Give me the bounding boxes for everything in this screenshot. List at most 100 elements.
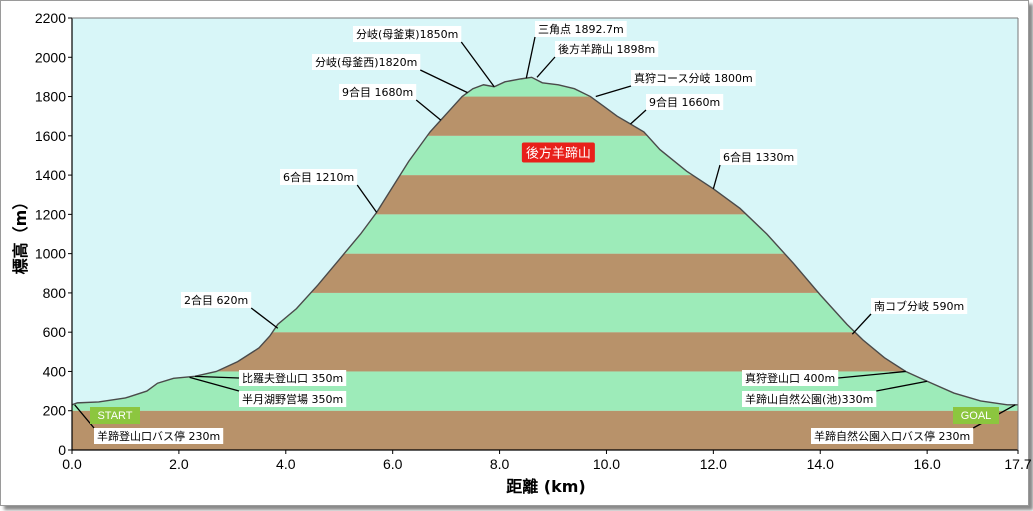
y-tick-label: 600 [43, 324, 67, 340]
y-tick-label: 1200 [35, 206, 66, 222]
y-tick-label: 1600 [35, 128, 66, 144]
annotation-box [353, 26, 462, 42]
annotation: 9合目 1680m [339, 84, 442, 121]
badges: START GOAL 後方羊蹄山 [90, 142, 999, 424]
annotation-box [631, 70, 756, 86]
annotation-box [239, 391, 347, 407]
annotation-leader [189, 376, 240, 392]
x-tick-label: 0.0 [62, 456, 82, 472]
annotation-leader [194, 375, 240, 379]
annotation: 羊蹄山自然公園(池)330m [742, 380, 928, 407]
annotation-box [742, 391, 877, 407]
annotation-label: 分岐(母釜西)1820m [315, 55, 417, 69]
annotation-box [555, 41, 659, 57]
annotation: 羊蹄登山口バス停 230m [74, 404, 224, 444]
y-tick-label: 200 [43, 403, 67, 419]
annotation-box [535, 21, 627, 37]
annotation-box [720, 149, 798, 165]
y-tick-label: 800 [43, 285, 67, 301]
annotation-box [646, 94, 724, 110]
annotation-box [871, 298, 968, 314]
x-axis-ticks: 0.0 2.0 4.0 6.0 8.0 10.0 12.0 14.0 16.0 17.7 [62, 450, 1032, 472]
annotation-leader [250, 307, 279, 329]
annotation-leader [525, 36, 536, 79]
annotation-leader [712, 164, 721, 190]
annotation-leader [851, 313, 872, 335]
annotation-label: 三角点 1892.7m [538, 23, 624, 36]
annotation: 9合目 1660m [630, 94, 724, 125]
annotation-leader [536, 56, 556, 78]
annotations: 三角点 1892.7m 後方羊蹄山 1898m 分岐(母釜東)1850m 分岐(母釜西… [74, 21, 1016, 444]
y-axis-ticks: 0 200 400 600 800 1000 1200 1400 1600 1800 2000 220… [35, 10, 72, 458]
x-tick-label: 2.0 [169, 456, 189, 472]
y-tick-label: 2200 [35, 10, 66, 26]
annotation-label: 羊蹄山自然公園(池)330m [745, 392, 873, 406]
annotation-label: 真狩登山口 400m [745, 371, 835, 385]
annotation: 比羅夫登山口 350m [194, 370, 347, 386]
y-tick-label: 1400 [35, 167, 66, 183]
annotation-leader [595, 85, 632, 98]
annotation: 6合目 1210m [280, 169, 378, 213]
y-tick-label: 2000 [35, 49, 66, 65]
annotation: 羊蹄自然公園入口バス停 230m [811, 404, 1016, 444]
annotation-box [181, 292, 252, 308]
x-tick-label: 6.0 [383, 456, 403, 472]
start-badge [90, 407, 140, 424]
annotation-label: 南コブ分岐 590m [874, 299, 964, 313]
annotation-leader [630, 109, 647, 125]
axes [71, 17, 1019, 451]
y-tick-label: 1800 [35, 89, 66, 105]
annotation-box [280, 169, 358, 185]
annotation-label: 羊蹄登山口バス停 230m [97, 429, 220, 443]
x-tick-label: 17.7 [1004, 456, 1031, 472]
annotation: 後方羊蹄山 1898m [536, 41, 659, 78]
annotation: 分岐(母釜東)1850m [353, 26, 495, 88]
annotation-label: 真狩コース分岐 1800m [634, 71, 753, 85]
annotation-leader [460, 41, 495, 88]
y-tick-label: 0 [58, 442, 66, 458]
annotation-leader [356, 184, 378, 213]
x-tick-label: 4.0 [276, 456, 296, 472]
y-tick-label: 1000 [35, 246, 66, 262]
annotation-box [94, 428, 224, 444]
annotation: 真狩登山口 400m [742, 370, 906, 386]
annotation-leader [876, 380, 928, 392]
annotation-box [811, 428, 974, 444]
annotation: 分岐(母釜西)1820m [312, 54, 468, 94]
annotation-box [742, 370, 839, 386]
goal-badge [953, 407, 999, 424]
annotation-label: 分岐(母釜東)1850m [356, 27, 458, 41]
annotation-label: 羊蹄自然公園入口バス停 230m [814, 429, 970, 443]
x-tick-label: 10.0 [593, 456, 620, 472]
annotation: 半月湖野営場 350m [189, 376, 347, 407]
annotation-box [339, 84, 417, 100]
annotation-box [239, 370, 347, 386]
annotation-leader [420, 69, 468, 94]
annotation-label: 6合目 1330m [723, 150, 794, 164]
annotation-label: 後方羊蹄山 1898m [558, 42, 655, 56]
annotation: 南コブ分岐 590m [851, 298, 968, 335]
annotation-leader [838, 370, 906, 379]
x-tick-label: 16.0 [914, 456, 941, 472]
peak-name-badge [521, 142, 595, 163]
y-axis-title: 標高（m） [11, 194, 30, 275]
annotation-box [312, 54, 421, 70]
annotation-leader [415, 99, 442, 121]
annotation-leader [74, 404, 95, 429]
x-axis-title: 距離 (km) [506, 477, 586, 496]
annotation-label: 2合目 620m [184, 293, 248, 307]
annotation-label: 9合目 1660m [649, 95, 720, 109]
profile-outline [71, 76, 1018, 406]
annotation: 6合目 1330m [712, 149, 798, 190]
annotation-label: 6合目 1210m [283, 170, 354, 184]
y-tick-label: 400 [43, 363, 67, 379]
annotation: 2合目 620m [181, 292, 279, 329]
annotation: 三角点 1892.7m [525, 21, 627, 79]
start-label: START [97, 410, 132, 422]
x-tick-label: 8.0 [490, 456, 510, 472]
profile-line [71, 76, 1018, 406]
annotation-label: 半月湖野営場 350m [242, 392, 343, 406]
peak-name-label: 後方羊蹄山 [526, 146, 591, 162]
